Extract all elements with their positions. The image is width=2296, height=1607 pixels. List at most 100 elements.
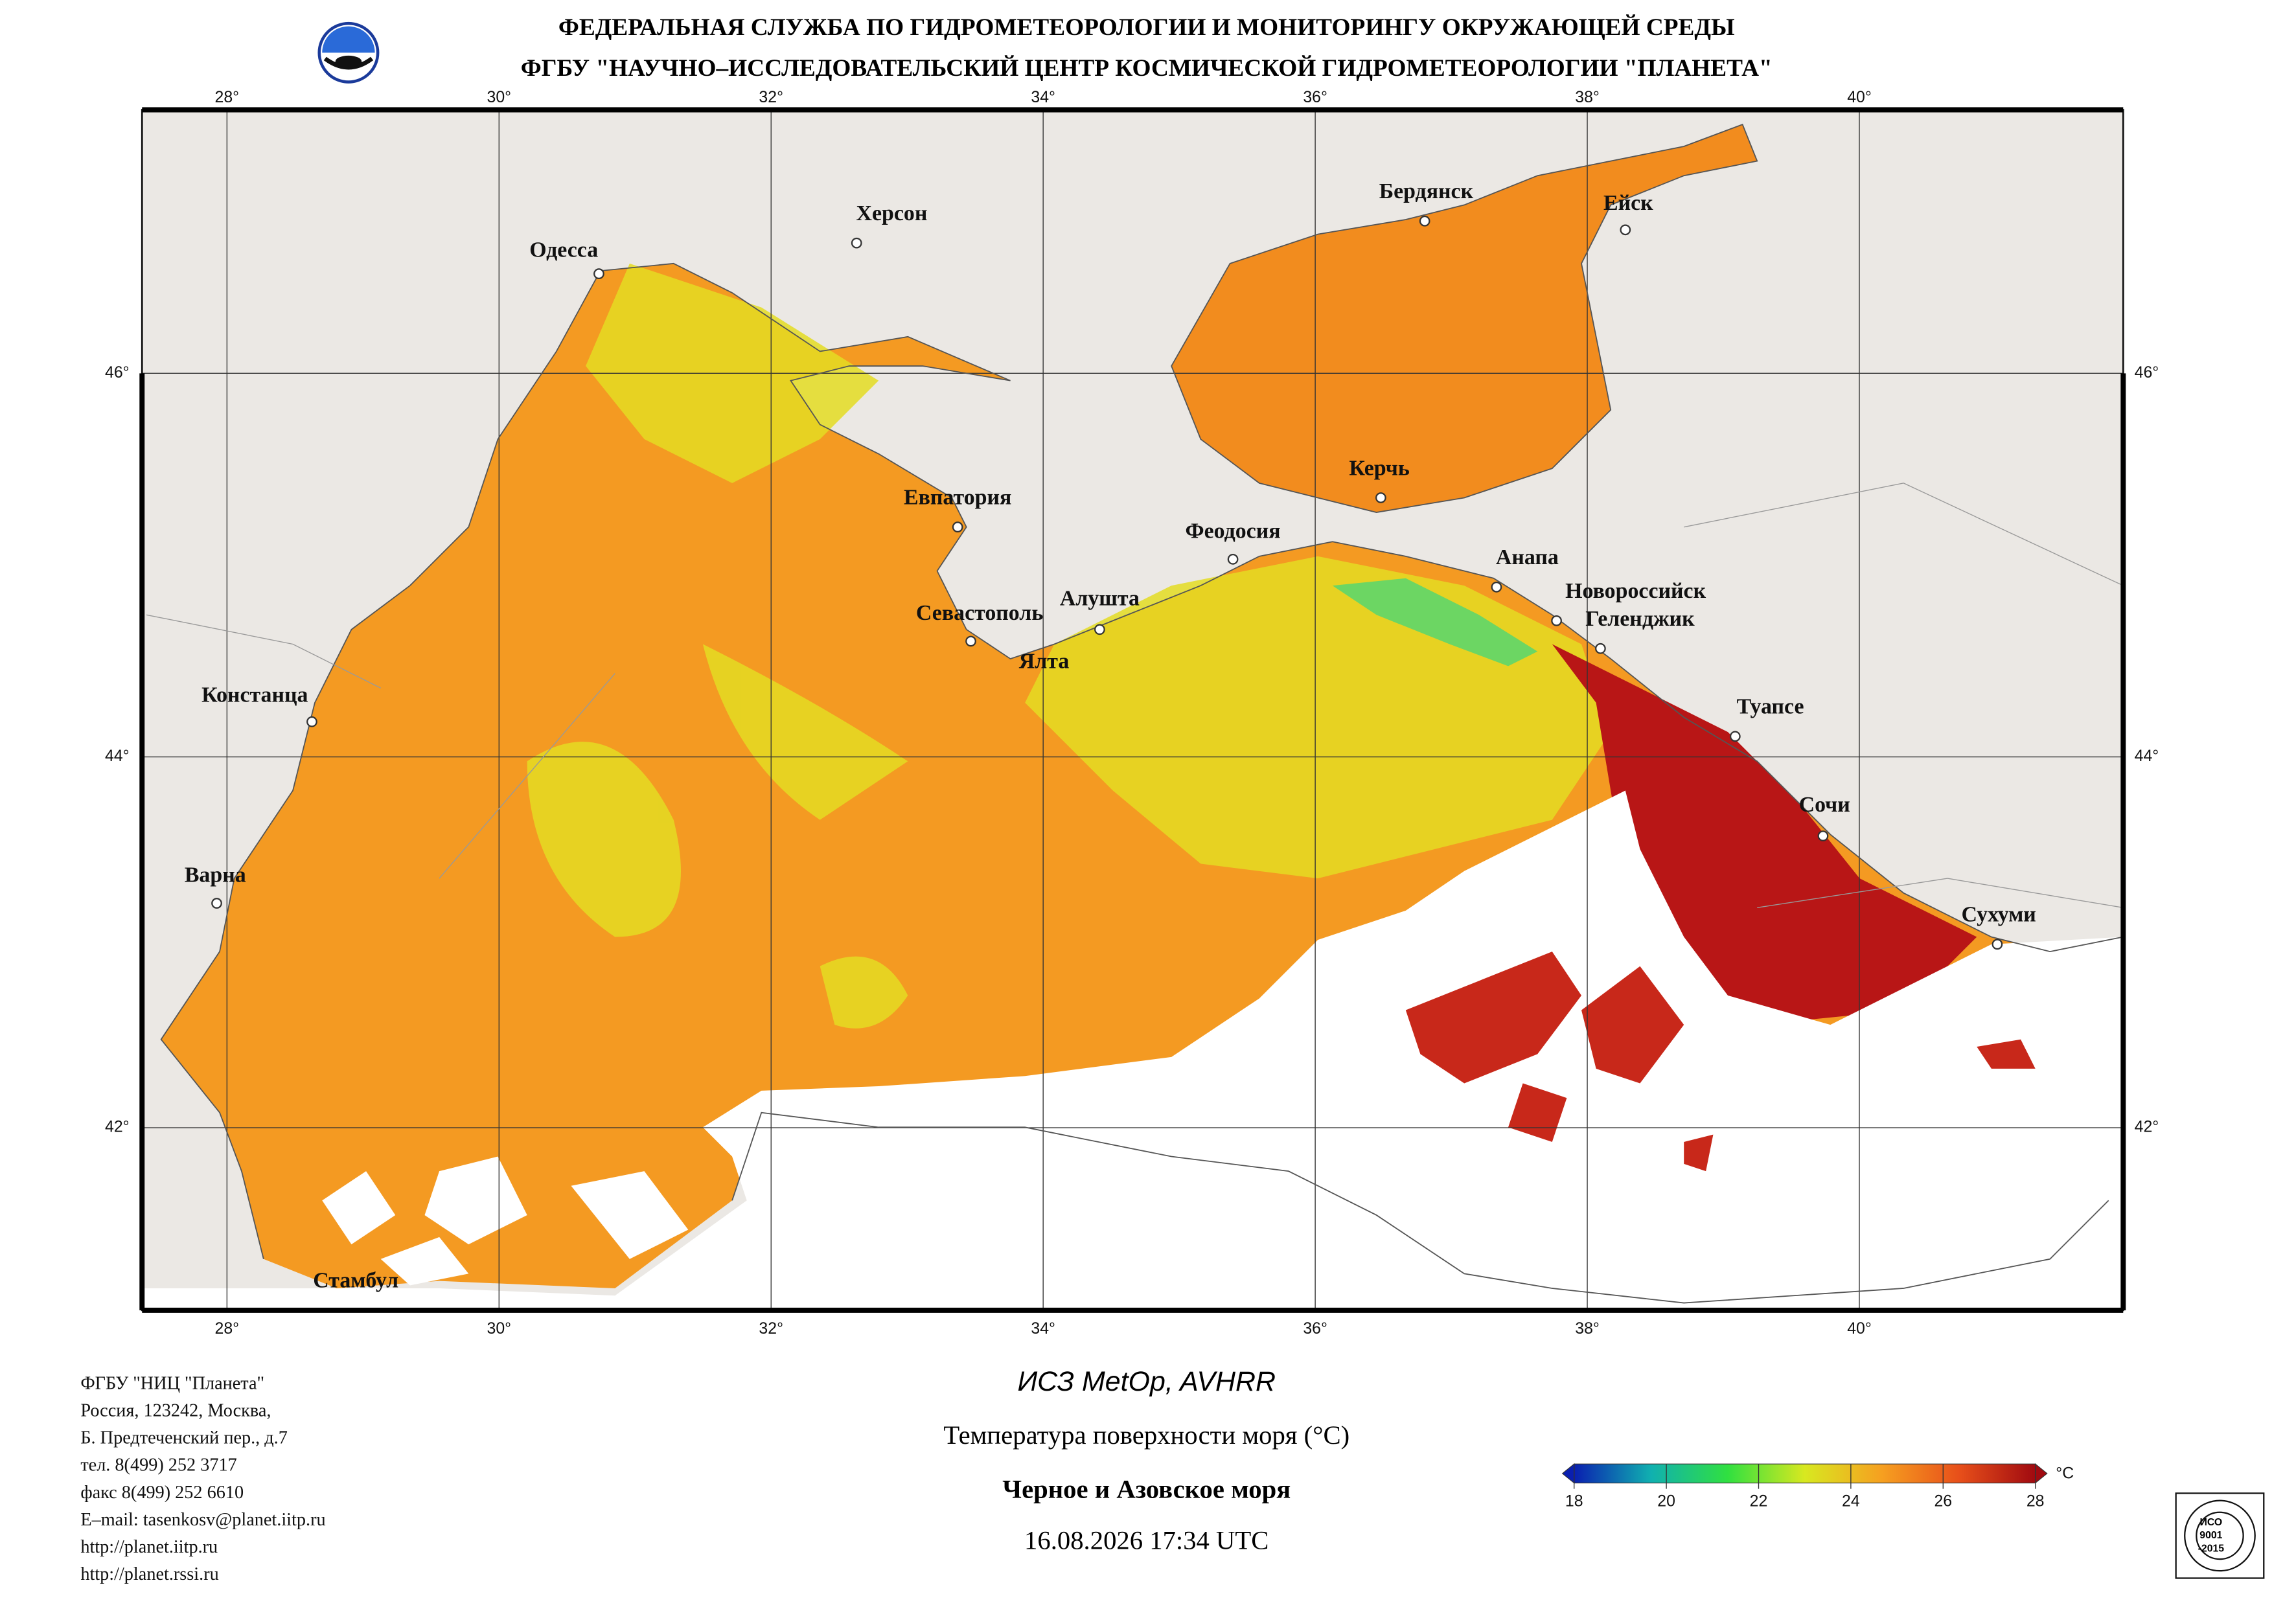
iso-text: ИСО [2200,1517,2223,1528]
lon-label: 32° [759,88,783,106]
colorbar-arrow [1561,1463,1575,1484]
city-dot [1419,215,1430,227]
city-label: Анапа [1496,545,1559,569]
lon-label: 30° [487,1319,511,1338]
colorbar-scale [1574,1463,2036,1484]
city-label: Бердянск [1379,179,1474,203]
lon-label: 28° [215,1319,240,1338]
city-dot [1094,624,1105,635]
lat-label: 42° [2135,1118,2159,1136]
city-dot [1375,492,1386,503]
city-dot [1817,830,1829,841]
city-label: Варна [185,863,246,887]
lon-label: 40° [1847,1319,1872,1338]
city-label: Евпатория [904,486,1011,510]
lon-label: 36° [1303,88,1327,106]
city-label: Ялта [1019,650,1070,674]
lat-label: 46° [105,363,130,382]
colorbar-label: 20 [1657,1492,1675,1510]
city-dot [1729,731,1741,742]
colorbar-unit: °C [2056,1465,2074,1483]
lat-label: 46° [2135,363,2159,382]
colorbar-label: 18 [1565,1492,1583,1510]
colorbar: 18 20 22 24 26 28 °C [1561,1463,2074,1510]
lon-label: 28° [215,88,240,106]
satellite: ИСЗ MetOp, AVHRR [1017,1366,1276,1397]
iso-text: -2015 [2198,1543,2225,1554]
org-line: http://planet.rssi.ru [80,1564,218,1584]
city-label: Алушта [1060,586,1140,610]
iso-text: 9001 [2199,1530,2222,1541]
city-label: Новороссийск [1565,579,1706,603]
city-dot [851,237,862,249]
cities: Одесса Херсон Бердянск Ейск Керчь Евпатория Фе… [185,179,2036,1293]
city-label: Геленджик [1585,607,1695,631]
header-line: ФГБУ "НАУЧНО–ИССЛЕДОВАТЕЛЬСКИЙ ЦЕНТР КОС… [521,54,1773,82]
logo [317,21,380,84]
city-label: Сухуми [1961,903,2036,927]
cloud-mask [142,790,2124,1310]
city-label: Сочи [1799,793,1850,817]
city-dot [952,521,963,533]
org-line: Россия, 123242, Москва, [80,1401,271,1421]
colorbar-arrow [2035,1463,2048,1484]
lat-label: 44° [2135,747,2159,765]
map-area: Одесса Херсон Бердянск Ейск Керчь Евпатория Фе… [142,109,2124,1310]
lon-label: 34° [1031,1319,1055,1338]
city-dot [1595,643,1606,654]
org-line: факс 8(499) 252 6610 [80,1483,244,1503]
city-dot [306,716,317,727]
city-label: Стамбул [313,1269,398,1293]
org-line: http://planet.iitp.ru [80,1537,218,1557]
city-label: Херсон [856,201,928,225]
city-label: Феодосия [1186,519,1281,543]
datetime: 16.08.2026 17:34 UTC [1024,1526,1269,1555]
city-dot [1620,224,1631,236]
org-line: E–mail: tasenkosv@planet.iitp.ru [80,1510,325,1530]
cloud-patches-west [322,1156,689,1286]
city-dot [1491,581,1502,593]
lat-label: 44° [105,747,130,765]
city-dot [1551,615,1562,626]
org-line: Б. Предтеченский пер., д.7 [80,1428,288,1448]
city-label: Констанца [201,683,308,707]
lon-label: 38° [1575,1319,1600,1338]
colorbar-label: 28 [2026,1492,2045,1510]
region: Черное и Азовское моря [1002,1474,1291,1503]
colorbar-label: 24 [1842,1492,1860,1510]
iso-badge: ИСО 9001 -2015 [2175,1492,2265,1579]
grid [142,109,2124,1310]
lon-label: 32° [759,1319,783,1338]
city-dot [1992,939,2003,950]
header-line: ФЕДЕРАЛЬНАЯ СЛУЖБА ПО ГИДРОМЕТЕОРОЛОГИИ … [558,14,1735,41]
city-label: Ейск [1603,191,1653,215]
org-line: тел. 8(499) 252 3717 [80,1455,236,1476]
product: Температура поверхности моря (°С) [943,1420,1349,1450]
city-label: Одесса [529,238,598,262]
org-line: ФГБУ "НИЦ "Планета" [80,1374,264,1394]
frame-bars [139,107,2126,1313]
azov-sea [1171,124,1758,513]
ticks: 28° 28° 30° 30° 32° 32° 34° 34° 36° 36° 38° 38° 40° 4… [105,88,2159,1338]
city-label: Туапсе [1737,695,1804,719]
city-label: Севастополь [916,601,1043,625]
city-dot [211,898,222,909]
lon-label: 40° [1847,88,1872,106]
lon-label: 34° [1031,88,1055,106]
city-dot [965,635,976,647]
city-dot [1227,554,1239,565]
lat-label: 42° [105,1118,130,1136]
colorbar-label: 22 [1750,1492,1768,1510]
colorbar-label: 26 [1934,1492,1952,1510]
coast [146,123,2124,1304]
lon-label: 30° [487,88,511,106]
lon-label: 36° [1303,1319,1327,1338]
org-info: ФГБУ "НИЦ "Планета" Россия, 123242, Москв… [80,1374,325,1584]
city-dot [593,268,604,280]
lon-label: 38° [1575,88,1600,106]
red-cloud-gaps [1405,952,2036,1172]
cool-green-zone [1332,578,1538,667]
city-label: Керчь [1349,456,1409,480]
